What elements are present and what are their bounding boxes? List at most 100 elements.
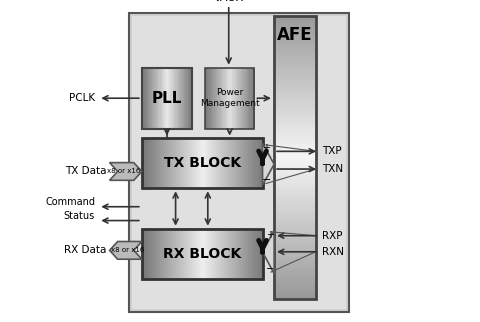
Bar (178, 138, 180, 188)
Bar (160, 138, 162, 188)
Bar (244, 229, 247, 279)
Bar (274, 30, 316, 34)
Bar (261, 229, 263, 279)
Bar (204, 229, 206, 279)
Bar (142, 138, 263, 188)
Bar (176, 229, 179, 279)
Bar (233, 68, 235, 129)
Bar (253, 68, 255, 129)
Bar (228, 68, 230, 129)
Bar (274, 232, 316, 236)
Bar (274, 129, 316, 133)
Bar (164, 68, 166, 129)
Bar (208, 138, 211, 188)
Bar (274, 239, 316, 243)
Bar (213, 68, 215, 129)
Bar (184, 138, 186, 188)
Bar (274, 253, 316, 257)
Bar (160, 68, 162, 129)
Bar (274, 33, 316, 37)
Bar (274, 97, 316, 101)
Bar (229, 68, 231, 129)
Bar (160, 229, 162, 279)
Polygon shape (109, 163, 142, 180)
Bar (224, 229, 227, 279)
Bar (144, 229, 146, 279)
Bar (146, 138, 148, 188)
Bar (274, 267, 316, 271)
Bar (204, 138, 206, 188)
Bar (188, 138, 191, 188)
Bar (251, 229, 253, 279)
Bar (274, 108, 316, 112)
Bar (180, 68, 182, 129)
Bar (164, 138, 166, 188)
Bar (243, 68, 245, 129)
Bar (145, 68, 147, 129)
Bar (242, 138, 245, 188)
Bar (208, 229, 211, 279)
Bar (274, 16, 316, 20)
Bar (274, 168, 316, 172)
Bar (274, 37, 316, 41)
Bar (222, 138, 225, 188)
Bar (274, 122, 316, 126)
Bar (274, 72, 316, 76)
Bar (154, 138, 156, 188)
Bar (274, 143, 316, 147)
Bar (238, 68, 240, 129)
Bar (244, 68, 246, 129)
Bar (274, 19, 316, 23)
Bar (252, 68, 253, 129)
Polygon shape (263, 143, 274, 185)
Bar (252, 138, 255, 188)
Bar (274, 58, 316, 62)
Bar (220, 229, 223, 279)
Bar (202, 229, 204, 279)
Bar (158, 138, 160, 188)
Bar (212, 138, 215, 188)
Bar (227, 68, 228, 129)
Bar (274, 44, 316, 48)
Bar (274, 140, 316, 144)
Bar (180, 138, 182, 188)
Bar (129, 13, 349, 312)
Bar (219, 68, 221, 129)
Bar (186, 138, 188, 188)
Bar (178, 68, 180, 129)
Text: TX BLOCK: TX BLOCK (164, 156, 241, 170)
Bar (247, 68, 249, 129)
Bar (232, 68, 234, 129)
Bar (274, 225, 316, 229)
Bar (152, 68, 153, 129)
Bar (274, 172, 316, 175)
Bar (274, 154, 316, 158)
Bar (182, 229, 184, 279)
Bar (215, 68, 216, 129)
Bar (274, 278, 316, 282)
Bar (144, 68, 146, 129)
Bar (170, 68, 172, 129)
Bar (146, 229, 148, 279)
Bar (259, 229, 261, 279)
Bar (156, 68, 157, 129)
Text: x8 or x16: x8 or x16 (108, 168, 141, 175)
Bar (172, 68, 173, 129)
Bar (246, 138, 249, 188)
Text: RXN: RXN (322, 247, 344, 257)
Bar (274, 246, 316, 250)
Bar (274, 23, 316, 27)
Bar (142, 138, 144, 188)
Bar (192, 138, 194, 188)
Bar (274, 62, 316, 66)
Bar (274, 101, 316, 105)
Bar (274, 242, 316, 246)
Bar (206, 138, 208, 188)
Bar (239, 138, 241, 188)
Bar (206, 68, 207, 129)
Text: RX BLOCK: RX BLOCK (163, 247, 241, 260)
Text: +: + (266, 230, 274, 240)
Text: RXP: RXP (322, 231, 343, 241)
Bar (156, 138, 158, 188)
Bar (132, 16, 346, 309)
